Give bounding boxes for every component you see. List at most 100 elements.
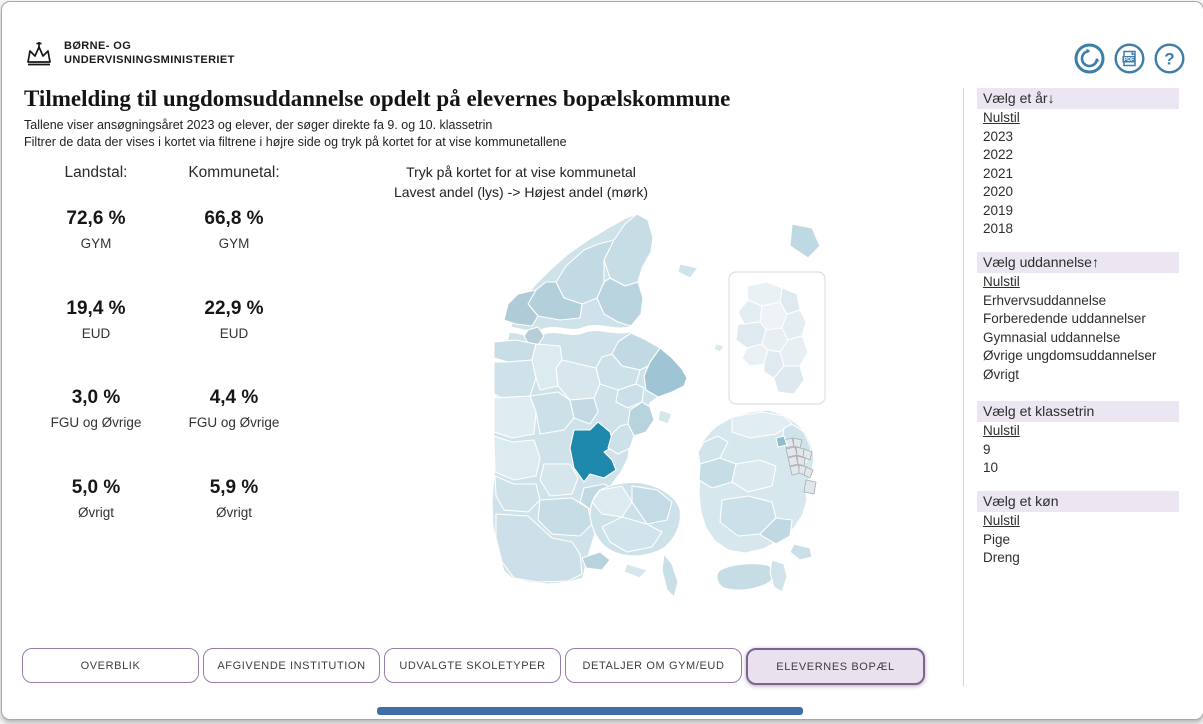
filter-option-education[interactable]: Øvrigt [983, 366, 1020, 382]
filter-option-year[interactable]: 2022 [983, 147, 1014, 162]
map-municipality[interactable] [773, 365, 805, 395]
map-municipality-highlighted[interactable] [569, 421, 617, 483]
map-municipality[interactable] [607, 423, 635, 455]
map-municipality[interactable] [503, 289, 539, 327]
stat-value: 72,6 % [66, 208, 126, 229]
toolbar: PDF ? [1074, 43, 1185, 74]
tab-overblik[interactable]: OVERBLIK [22, 648, 199, 683]
stat-value: 5,0 % [71, 477, 121, 498]
map-municipality[interactable] [539, 463, 579, 497]
page-title: Tilmelding til ungdomsuddannelse opdelt … [24, 86, 731, 111]
filter-option-grade[interactable]: 9 [983, 441, 991, 457]
map-municipality-cph[interactable] [802, 448, 813, 461]
map-municipality[interactable] [627, 401, 655, 437]
filter-option-year[interactable]: 2020 [983, 184, 1014, 199]
map-municipality[interactable] [493, 359, 537, 399]
filter-header-gender[interactable]: Vælg et køn [977, 491, 1179, 512]
tab-afgivende-institution[interactable]: AFGIVENDE INSTITUTION [203, 648, 380, 683]
map-municipality[interactable] [493, 395, 537, 439]
map-island-bornholm[interactable] [789, 223, 821, 259]
map-municipality[interactable] [596, 277, 644, 327]
filter-option-gender[interactable]: Pige [983, 531, 1011, 547]
stat-label: GYM [80, 236, 112, 251]
map-municipality[interactable] [601, 516, 663, 553]
map-municipality[interactable] [569, 397, 599, 425]
page-subtitle-1: Tallene viser ansøgningsåret 2023 og ele… [24, 118, 493, 132]
map-municipality[interactable] [531, 343, 563, 391]
stat-label: GYM [218, 236, 250, 251]
tab-detaljer-om-gym-eud[interactable]: DETALJER OM GYM/EUD [565, 648, 742, 683]
map-municipality-amager[interactable] [803, 479, 817, 495]
filter-option-year[interactable]: 2021 [983, 165, 1014, 181]
map-municipality[interactable] [493, 435, 541, 481]
map-island-samsoe[interactable] [657, 409, 673, 425]
filter-option-education[interactable]: Øvrige ungdomsuddannelser [983, 348, 1157, 363]
page-subtitle-2: Filtrer de data der vises i kortet via f… [24, 135, 567, 149]
filter-option-year[interactable]: 2019 [983, 202, 1014, 218]
help-icon[interactable]: ? [1154, 43, 1185, 74]
filter-header-education[interactable]: Vælg uddannelse↑ [977, 252, 1179, 273]
map-municipality[interactable] [494, 475, 541, 513]
map-island-langeland[interactable] [661, 553, 679, 598]
filter-header-grade[interactable]: Vælg et klassetrin [977, 401, 1179, 422]
map-instruction-line2: Lavest andel (lys) -> Højest andel (mørk… [393, 184, 649, 201]
filter-reset-education[interactable]: Nulstil [983, 274, 1020, 289]
map-island-moen[interactable] [789, 543, 813, 561]
filter-option-year[interactable]: 2018 [983, 221, 1014, 236]
tab-udvalgte-skoletyper[interactable]: UDVALGTE SKOLETYPER [384, 648, 561, 683]
map-municipality[interactable] [759, 517, 793, 545]
stat-label: FGU og Øvrige [188, 415, 280, 430]
filter-option-education[interactable]: Erhvervsuddannelse [983, 292, 1107, 308]
stat-label: FGU og Øvrige [50, 415, 142, 430]
filter-group-gender: Vælg et køn Nulstil Pige Dreng [977, 491, 1179, 568]
filter-option-education[interactable]: Gymnasial uddannelse [983, 329, 1121, 345]
filter-group-year: Vælg et år↓ Nulstil 2023 2022 2021 2020 … [977, 88, 1179, 239]
stat-value: 66,8 % [204, 208, 264, 229]
map-municipality[interactable] [495, 513, 583, 583]
filter-reset-year[interactable]: Nulstil [983, 110, 1020, 125]
filter-group-education: Vælg uddannelse↑ Nulstil Erhvervsuddanne… [977, 252, 1179, 384]
map-municipality-cph[interactable] [787, 455, 799, 467]
filter-reset-gender[interactable]: Nulstil [983, 513, 1020, 528]
national-stats-column: Landstal: 72,6 % GYM 19,4 % EUD 3,0 % FG… [29, 164, 163, 544]
map-municipality[interactable] [537, 497, 593, 537]
map-island-anholt[interactable] [713, 343, 725, 353]
map-municipality[interactable] [631, 485, 673, 525]
stat-value: 4,4 % [209, 387, 259, 408]
map-municipality[interactable] [529, 391, 575, 435]
map-municipality[interactable] [603, 213, 654, 287]
map-municipality[interactable] [581, 551, 611, 571]
ministry-logo: BØRNE- OG UNDERVISNINGSMINISTERIET [22, 38, 235, 68]
map-island-lolland[interactable] [716, 563, 775, 591]
map-municipality[interactable] [731, 459, 777, 493]
map-municipality[interactable] [643, 347, 688, 398]
map-municipality[interactable] [527, 281, 583, 321]
filter-reset-grade[interactable]: Nulstil [983, 423, 1020, 438]
filter-option-education[interactable]: Forberedende uddannelser [983, 311, 1146, 326]
map-inset-capital[interactable] [728, 271, 826, 405]
pdf-export-icon[interactable]: PDF [1114, 43, 1145, 74]
map-municipality-cph[interactable] [789, 464, 801, 476]
map-island-aeroe[interactable] [623, 563, 648, 579]
filter-group-grade: Vælg et klassetrin Nulstil 9 10 [977, 401, 1179, 478]
filter-option-grade[interactable]: 10 [983, 460, 999, 475]
filter-option-year[interactable]: 2023 [983, 128, 1014, 144]
map-municipality[interactable] [775, 435, 788, 448]
filter-header-year[interactable]: Vælg et år↓ [977, 88, 1179, 109]
map-island-laesoe[interactable] [677, 263, 699, 279]
ministry-name-line1: BØRNE- OG [64, 39, 132, 52]
map-municipality-cph[interactable] [785, 446, 798, 458]
stat-value: 19,4 % [66, 298, 126, 319]
denmark-map[interactable] [432, 200, 872, 624]
map-municipality-cph[interactable] [792, 437, 803, 449]
map-island-falster[interactable] [769, 559, 788, 593]
horizontal-scrollbar-thumb[interactable] [377, 707, 803, 715]
map-instructions: Tryk på kortet for at vise kommunetal La… [376, 162, 666, 203]
map-municipality-cph[interactable] [803, 466, 814, 479]
municipal-header: Kommunetal: [188, 164, 280, 181]
filter-option-gender[interactable]: Dreng [983, 550, 1020, 565]
map-municipality[interactable] [493, 339, 537, 363]
refresh-icon[interactable] [1074, 43, 1105, 74]
tab-elevernes-bopael[interactable]: ELEVERNES BOPÆL [746, 648, 925, 685]
